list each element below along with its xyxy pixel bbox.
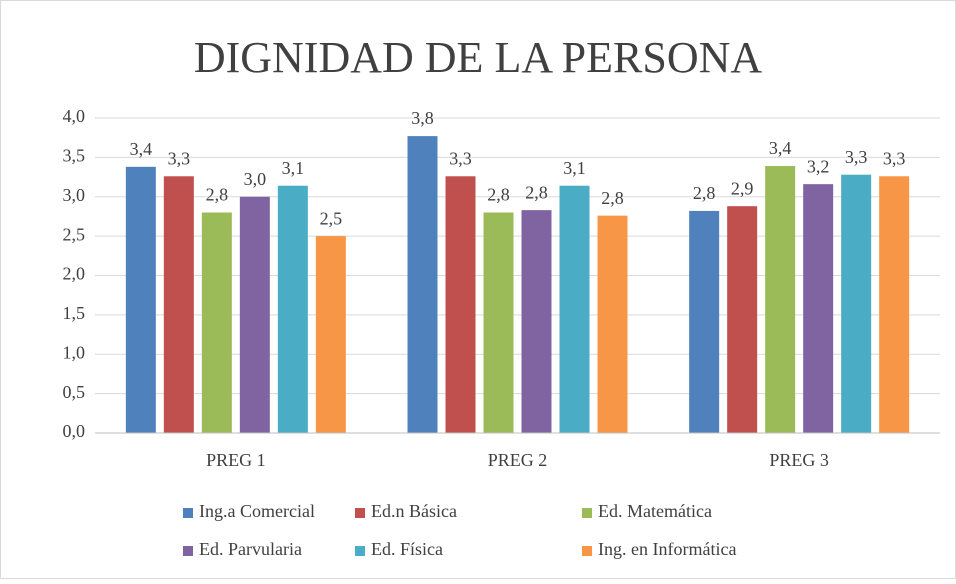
bar bbox=[445, 176, 476, 433]
bar bbox=[315, 236, 346, 433]
bar bbox=[597, 215, 628, 433]
y-tick-label: 0,5 bbox=[63, 382, 86, 402]
data-label: 2,8 bbox=[693, 183, 716, 203]
legend-swatch bbox=[582, 546, 592, 556]
legend-swatch bbox=[183, 546, 193, 556]
data-label: 2,8 bbox=[525, 182, 548, 202]
bar bbox=[125, 166, 156, 433]
bar bbox=[689, 210, 720, 433]
data-label: 2,9 bbox=[731, 178, 754, 198]
data-label: 3,4 bbox=[769, 138, 792, 158]
data-label: 2,5 bbox=[320, 208, 343, 228]
bar bbox=[239, 196, 270, 433]
bar bbox=[277, 185, 308, 433]
legend-label: Ed. Parvularia bbox=[199, 539, 302, 559]
bar bbox=[407, 136, 438, 434]
chart-title: DIGNIDAD DE LA PERSONA bbox=[194, 33, 763, 82]
data-label: 3,3 bbox=[449, 148, 472, 168]
y-tick-label: 3,5 bbox=[63, 146, 86, 166]
bar bbox=[163, 176, 194, 433]
y-tick-label: 0,0 bbox=[63, 421, 86, 441]
data-label: 3,3 bbox=[845, 147, 868, 167]
bar bbox=[521, 210, 552, 433]
data-label: 3,0 bbox=[244, 169, 267, 189]
bar bbox=[803, 184, 834, 433]
bar bbox=[201, 212, 232, 433]
bar bbox=[841, 174, 872, 433]
data-label: 3,1 bbox=[563, 158, 586, 178]
y-tick-label: 4,0 bbox=[63, 106, 86, 126]
legend-label: Ing.a Comercial bbox=[199, 501, 315, 521]
x-tick-label: PREG 3 bbox=[769, 450, 829, 470]
x-tick-label: PREG 1 bbox=[206, 450, 266, 470]
data-label: 3,2 bbox=[807, 156, 830, 176]
data-label: 2,8 bbox=[206, 185, 229, 205]
data-label: 3,8 bbox=[411, 108, 434, 128]
y-tick-label: 1,5 bbox=[63, 303, 86, 323]
data-label: 2,8 bbox=[601, 188, 624, 208]
bar bbox=[765, 166, 796, 433]
data-label: 3,3 bbox=[168, 148, 191, 168]
bar bbox=[727, 206, 758, 433]
data-label: 3,3 bbox=[883, 148, 906, 168]
y-tick-label: 3,0 bbox=[63, 185, 86, 205]
y-tick-label: 1,0 bbox=[63, 342, 86, 362]
x-tick-label: PREG 2 bbox=[488, 450, 548, 470]
legend-label: Ed.n Básica bbox=[371, 501, 457, 521]
legend-swatch bbox=[582, 508, 592, 518]
bar bbox=[879, 176, 910, 433]
bar bbox=[559, 185, 590, 433]
legend-swatch bbox=[355, 546, 365, 556]
data-label: 3,1 bbox=[282, 158, 305, 178]
legend-label: Ed. Física bbox=[371, 539, 443, 559]
data-label: 2,8 bbox=[487, 185, 510, 205]
legend-swatch bbox=[355, 508, 365, 518]
y-tick-label: 2,5 bbox=[63, 224, 86, 244]
y-tick-label: 2,0 bbox=[63, 264, 86, 284]
data-label: 3,4 bbox=[130, 139, 153, 159]
legend-label: Ing. en Informática bbox=[598, 539, 736, 559]
legend-swatch bbox=[183, 508, 193, 518]
bar bbox=[483, 212, 514, 433]
legend-label: Ed. Matemática bbox=[598, 501, 712, 521]
